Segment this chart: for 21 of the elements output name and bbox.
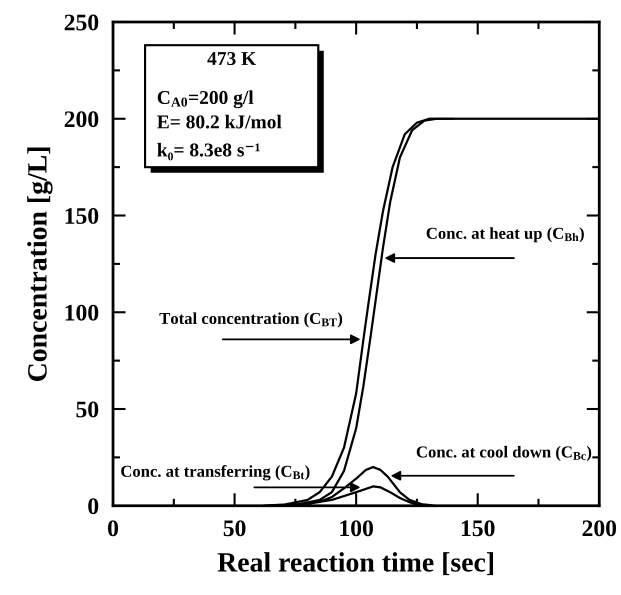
y-tick-label: 150 <box>66 208 98 224</box>
y-tick-label: 50 <box>76 401 98 418</box>
annotation: E= 80.2 kJ/mol <box>157 114 282 129</box>
y-tick-label: 0 <box>88 498 98 514</box>
y-tick-label: 200 <box>64 111 98 128</box>
y-tick-label: 250 <box>64 14 98 30</box>
annotation: Conc. at transferring (C$_{Bt}$) <box>121 465 310 480</box>
x-tick-label: 50 <box>224 520 246 536</box>
annotation: Conc. at cool down (C$_{Bc}$) <box>416 446 592 461</box>
annotation: Conc. at heat up (C$_{Bh}$) <box>426 227 584 242</box>
annotation: 473 K <box>207 52 256 66</box>
x-tick-label: 0 <box>108 520 118 536</box>
y-tick-label: 100 <box>66 304 98 321</box>
annotation: C$_{A0}$=200 g/l <box>158 90 254 108</box>
x-axis-title: Real reaction time [sec] <box>218 552 494 576</box>
annotation: k₀= 8.3e8 s⁻¹ <box>157 142 260 160</box>
x-tick-label: 150 <box>462 520 495 536</box>
y-axis-title: Concentration [g/L] <box>27 148 53 381</box>
x-tick-label: 100 <box>340 520 373 536</box>
x-tick-label: 200 <box>582 520 616 536</box>
annotation: Total concentration (C$_{BT}$) <box>159 312 342 328</box>
